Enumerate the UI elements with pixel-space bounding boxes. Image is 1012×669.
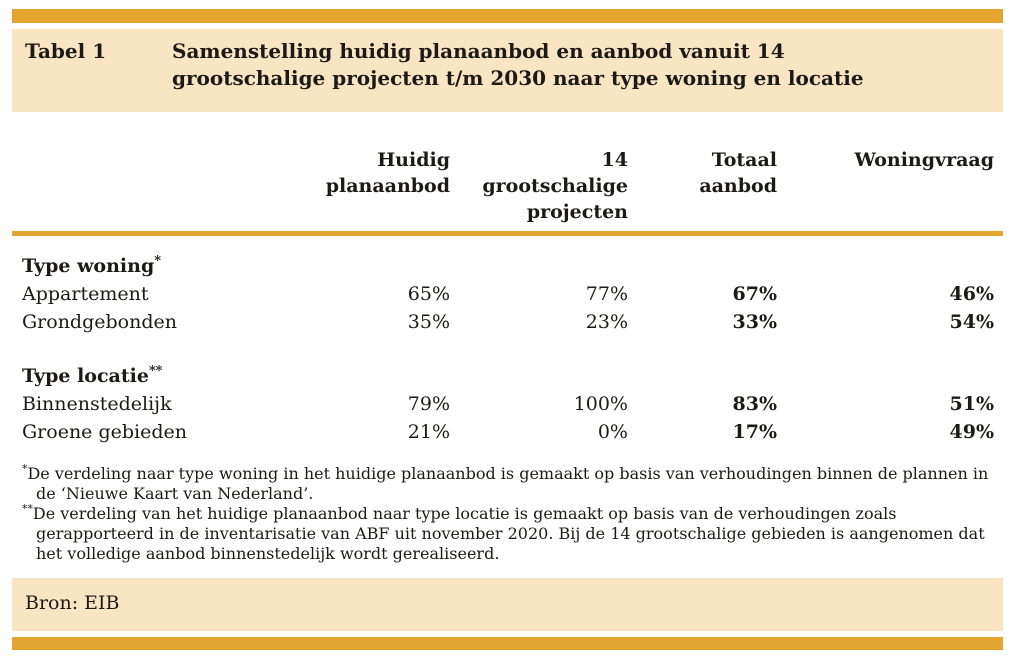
- footnote: *De verdeling naar type woning in het hu…: [22, 464, 1003, 504]
- spacer-row: [12, 336, 1003, 362]
- column-header-line: 14: [601, 149, 628, 171]
- row-label: Appartement: [22, 283, 149, 305]
- cell-value: 100%: [573, 393, 628, 415]
- column-header-line: Totaal: [711, 149, 777, 171]
- table-figure: Tabel 1 Samenstelling huidig planaanbod …: [0, 9, 1012, 650]
- cell-value: 21%: [407, 421, 450, 443]
- cell-value: 33%: [732, 311, 778, 333]
- section-heading-type-locatie: Type locatie**: [12, 362, 1003, 390]
- column-header-line: Huidig: [377, 149, 450, 171]
- column-header-line: Woningvraag: [854, 149, 994, 171]
- footnote: **De verdeling van het huidige planaanbo…: [22, 504, 1003, 564]
- table-title: Samenstelling huidig planaanbod en aanbo…: [172, 39, 864, 90]
- column-header-totaal-aanbod: Totaal aanbod: [628, 112, 777, 236]
- column-header-14-grootschalige-projecten: 14 grootschalige projecten: [450, 112, 628, 236]
- cell-value: 23%: [585, 311, 628, 333]
- column-header-line: grootschalige: [482, 175, 628, 197]
- row-label: Binnenstedelijk: [22, 393, 172, 415]
- cell-value: 67%: [732, 283, 778, 305]
- row-label: Groene gebieden: [22, 421, 187, 443]
- table-row: Groene gebieden 21% 0% 17% 49%: [12, 418, 1003, 446]
- section-heading-text: Type woning: [22, 255, 155, 277]
- cell-value: 49%: [949, 421, 995, 443]
- footnote-reference: *: [154, 253, 161, 269]
- footnote-text: De verdeling van het huidige planaanbod …: [32, 504, 985, 563]
- source-text: Bron: EIB: [25, 592, 120, 614]
- cell-value: 65%: [407, 283, 450, 305]
- table-caption-band: Tabel 1 Samenstelling huidig planaanbod …: [12, 29, 1003, 112]
- column-header-line: aanbod: [699, 175, 777, 197]
- footnote-text: De verdeling naar type woning in het hui…: [27, 464, 989, 503]
- cell-value: 54%: [949, 311, 995, 333]
- row-label: Grondgebonden: [22, 311, 177, 333]
- cell-value: 77%: [585, 283, 628, 305]
- cell-value: 0%: [597, 421, 628, 443]
- column-header-line: planaanbod: [325, 175, 450, 197]
- footnotes: *De verdeling naar type woning in het hu…: [12, 464, 1003, 564]
- column-header-line: projecten: [526, 201, 628, 223]
- section-heading-type-woning: Type woning*: [12, 234, 1003, 281]
- data-table: Huidig planaanbod 14 grootschalige proje…: [12, 112, 1003, 446]
- bottom-accent-bar: [12, 637, 1003, 650]
- footnote-marker: *: [22, 462, 28, 476]
- cell-value: 51%: [949, 393, 995, 415]
- table-number: Tabel 1: [25, 39, 107, 63]
- footnote-marker: **: [22, 502, 33, 516]
- table-row: Grondgebonden 35% 23% 33% 54%: [12, 308, 1003, 336]
- cell-value: 79%: [407, 393, 450, 415]
- table-row: Binnenstedelijk 79% 100% 83% 51%: [12, 390, 1003, 418]
- column-header-woningvraag: Woningvraag: [777, 112, 1003, 236]
- source-band: Bron: EIB: [12, 578, 1003, 631]
- cell-value: 46%: [949, 283, 995, 305]
- header-empty: [12, 112, 242, 236]
- cell-value: 35%: [407, 311, 450, 333]
- section-heading-row: Type woning*: [12, 234, 1003, 281]
- top-accent-bar: [12, 9, 1003, 23]
- footnote-reference: **: [148, 363, 163, 379]
- section-heading-row: Type locatie**: [12, 362, 1003, 390]
- column-header-huidig-planaanbod: Huidig planaanbod: [242, 112, 450, 236]
- section-heading-text: Type locatie: [22, 365, 149, 387]
- cell-value: 17%: [732, 421, 778, 443]
- cell-value: 83%: [732, 393, 778, 415]
- header-row: Huidig planaanbod 14 grootschalige proje…: [12, 112, 1003, 236]
- table-row: Appartement 65% 77% 67% 46%: [12, 280, 1003, 308]
